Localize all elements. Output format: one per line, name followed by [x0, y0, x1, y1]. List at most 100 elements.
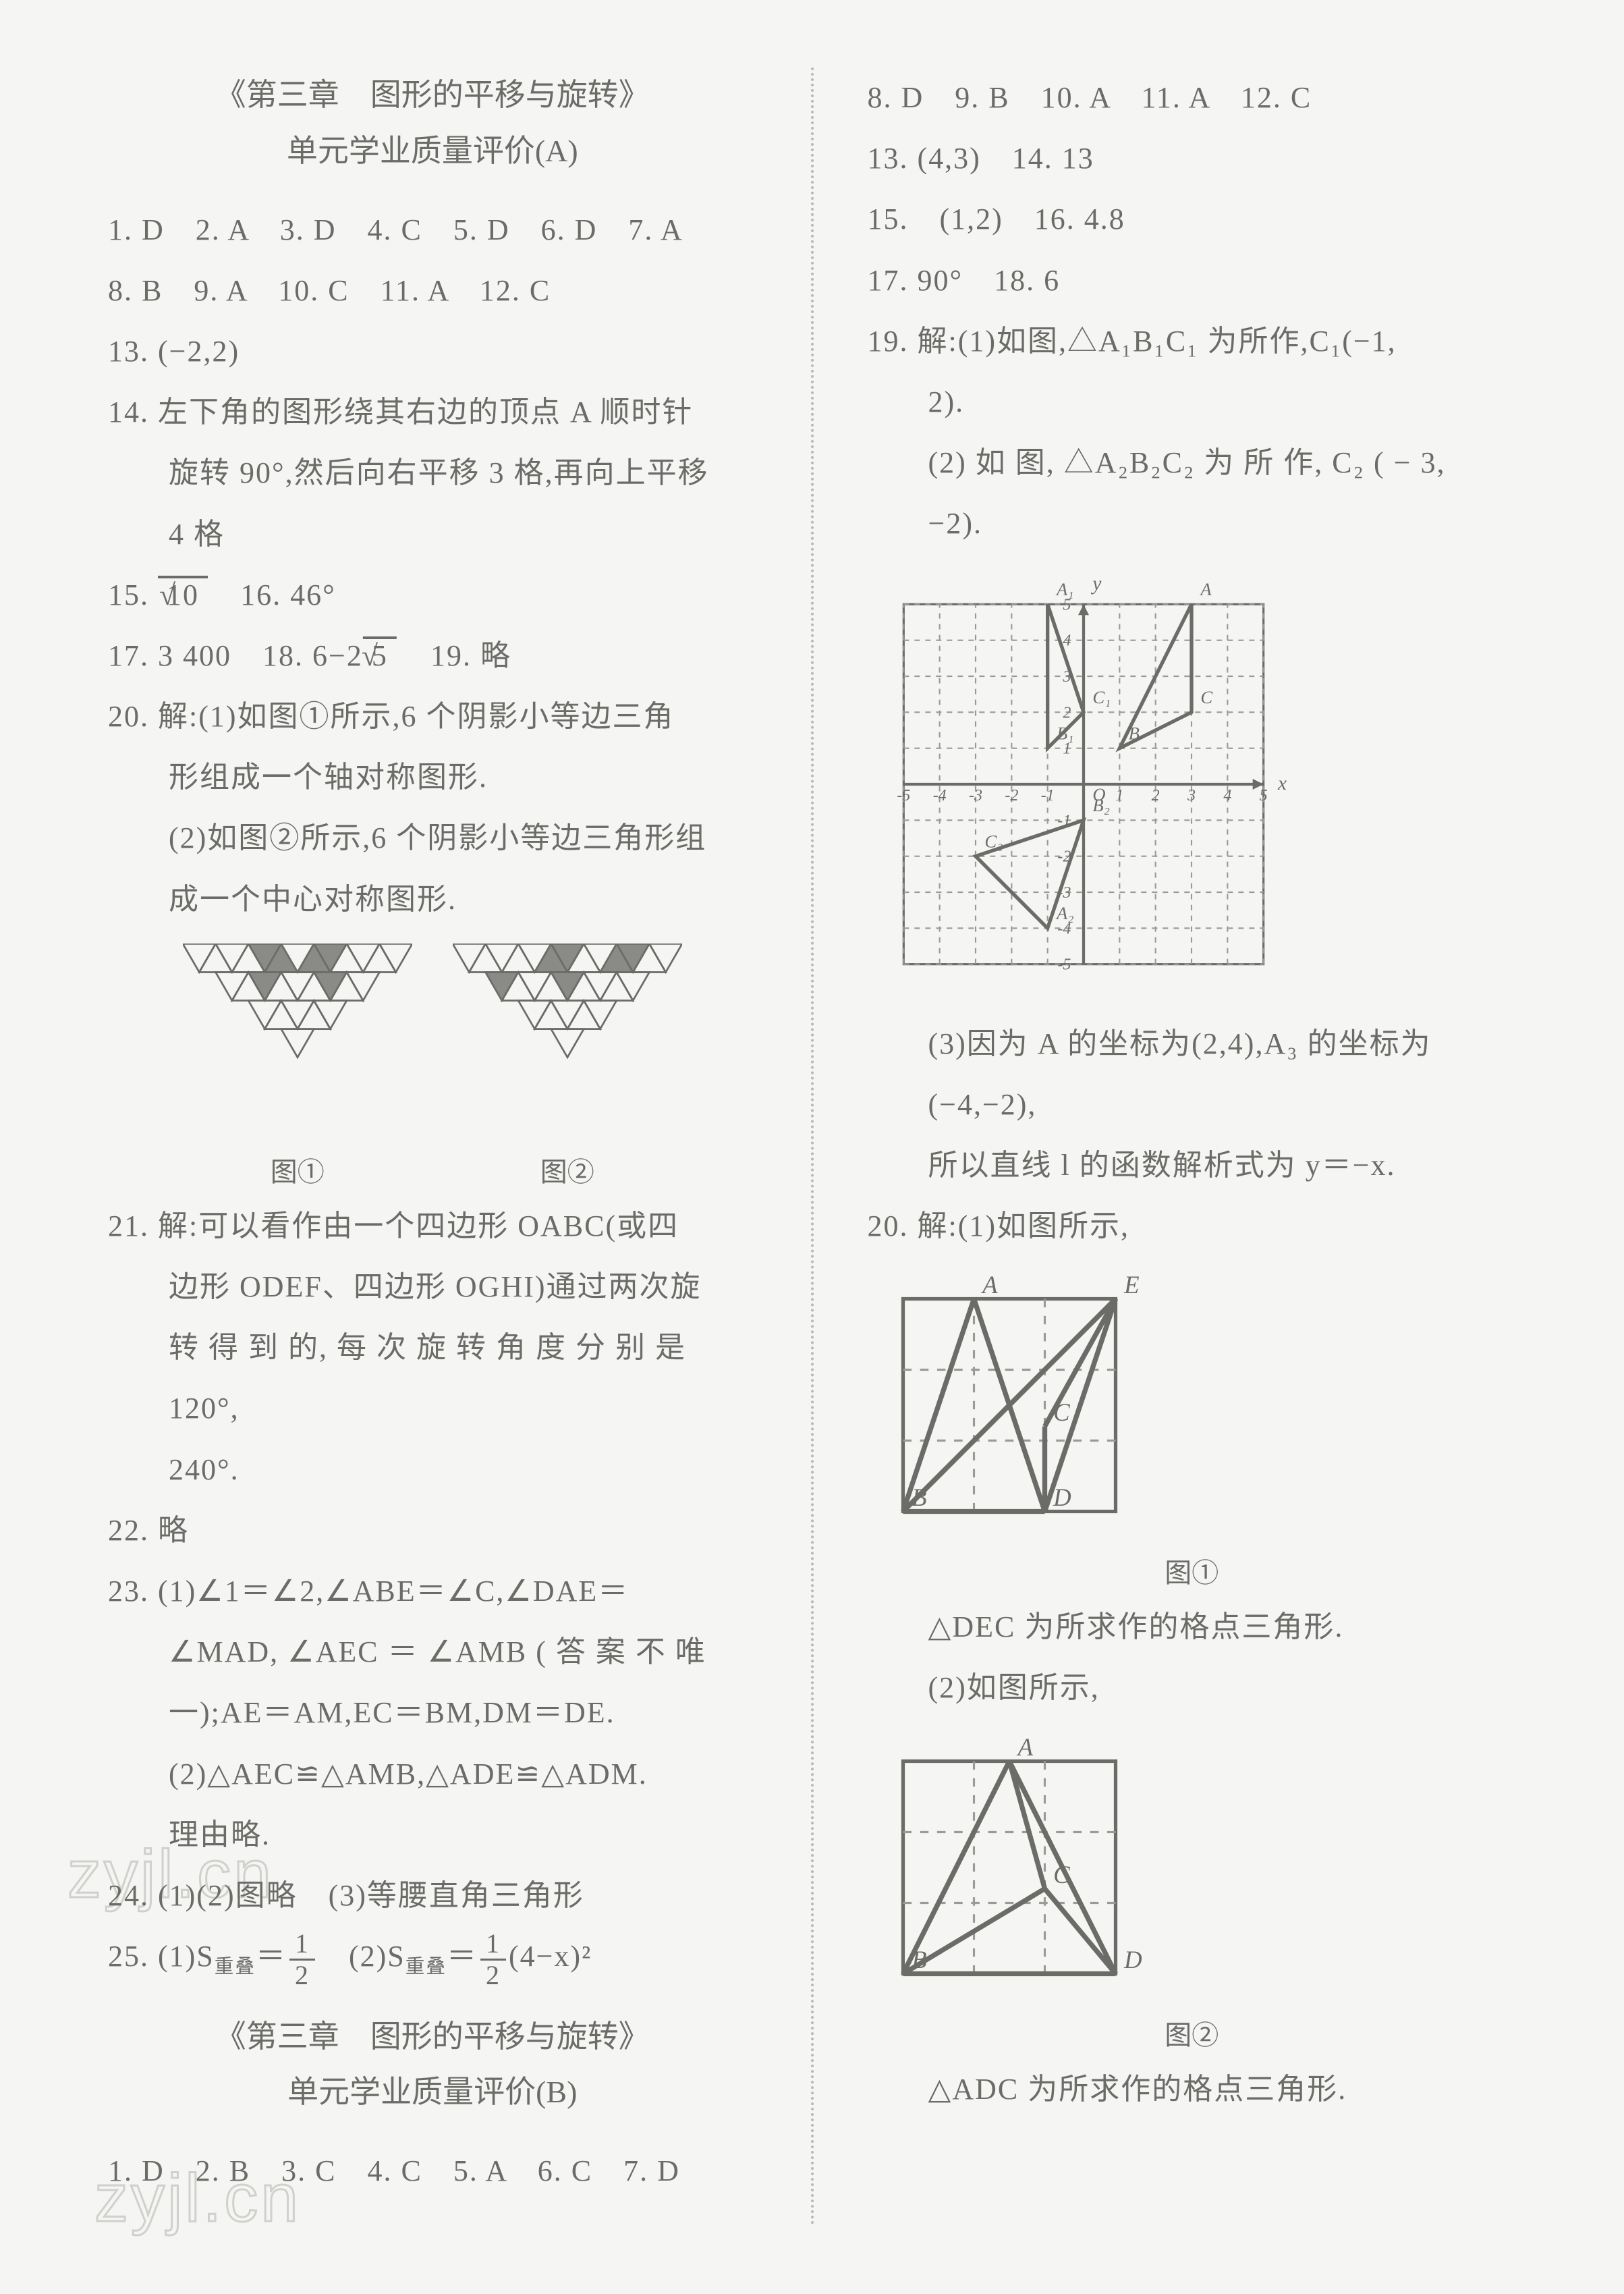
- svg-text:C: C: [1053, 1861, 1070, 1888]
- svg-text:B₂: B₂: [1092, 795, 1110, 815]
- svg-text:-3: -3: [969, 787, 982, 804]
- figure-2-wrap: 图②: [453, 944, 682, 1189]
- fig2-caption: 图②: [453, 1150, 682, 1189]
- b-q20-l4: △ADC 为所求作的格点三角形.: [868, 2059, 1517, 2120]
- svg-text:y: y: [1090, 573, 1102, 595]
- radical-sign-1: √: [159, 578, 177, 611]
- b-q13-14: 13. (4,3) 14. 13: [868, 128, 1517, 189]
- b-q19-l3: (2) 如 图, △A₂B₂C₂ 为 所 作, C₂ ( − 3,: [868, 433, 1517, 493]
- a-q21-l1: 21. 解:可以看作由一个四边形 OABC(或四: [108, 1196, 757, 1257]
- b-q17-18: 17. 90° 18. 6: [868, 250, 1517, 311]
- svg-text:A₁: A₁: [1055, 579, 1074, 599]
- a-q25-mid: (2)S: [318, 1940, 405, 1973]
- svg-text:C₂: C₂: [984, 831, 1003, 851]
- svg-text:5: 5: [1259, 787, 1267, 804]
- svg-text:C: C: [1053, 1398, 1070, 1426]
- b-q19-l2: 2).: [868, 372, 1517, 433]
- svg-text:-2: -2: [1005, 787, 1018, 804]
- chapter-a-title-line2: 单元学业质量评价(A): [108, 124, 757, 180]
- svg-text:-5: -5: [897, 787, 910, 804]
- svg-text:B: B: [912, 1946, 926, 1973]
- b-q15-16: 15. (1,2) 16. 4.8: [868, 189, 1517, 250]
- chapter-a-title-line1: 《第三章 图形的平移与旋转》: [108, 67, 757, 124]
- a-q17-post: 19. 略: [399, 639, 511, 672]
- a-q25-pre: 25. (1)S: [108, 1940, 215, 1973]
- a-q21-l3: 转 得 到 的, 每 次 旋 转 角 度 分 别 是 120°,: [108, 1317, 757, 1439]
- frac-half-1: 12: [289, 1930, 315, 1989]
- eq1: ＝: [256, 1940, 287, 1973]
- svg-text:2: 2: [1063, 704, 1071, 721]
- b-mc-line1: 1. D 2. B 3. C 4. C 5. A 6. C 7. D: [108, 2141, 757, 2202]
- a-q24: 24. (1)(2)图略 (3)等腰直角三角形: [108, 1865, 757, 1926]
- grid-figure-1: AEBDC: [868, 1263, 1151, 1547]
- sub-label-2: 重叠: [405, 1957, 447, 1977]
- svg-text:A: A: [1015, 1733, 1033, 1761]
- fig20-2-wrap: A B D C 图②: [868, 1726, 1517, 2052]
- page: zyjl.cn zyjl.cn 《第三章 图形的平移与旋转》 单元学业质量评价(…: [0, 0, 1624, 2294]
- gfig1-caption: 图①: [868, 1551, 1517, 1590]
- svg-text:4: 4: [1223, 787, 1231, 804]
- svg-text:E: E: [1123, 1271, 1139, 1299]
- svg-text:A₂: A₂: [1055, 903, 1074, 923]
- gfig2-caption: 图②: [868, 2013, 1517, 2052]
- chapter-a-title: 《第三章 图形的平移与旋转》 单元学业质量评价(A): [108, 67, 757, 180]
- svg-text:B: B: [912, 1483, 926, 1511]
- b-q19-l7: 所以直线 l 的函数解析式为 y＝−x.: [868, 1135, 1517, 1196]
- two-column-layout: 《第三章 图形的平移与旋转》 单元学业质量评价(A) 1. D 2. A 3. …: [108, 67, 1516, 2227]
- svg-text:x: x: [1277, 773, 1287, 794]
- a-q13: 13. (−2,2): [108, 321, 757, 382]
- a-q14-l1: 14. 左下角的图形绕其右边的顶点 A 顺时针: [108, 382, 757, 443]
- svg-text:B₁: B₁: [1057, 723, 1074, 743]
- a-q23-l3: 一);AE＝AM,EC＝BM,DM＝DE.: [108, 1683, 757, 1743]
- a-q23-l2: ∠MAD, ∠AEC ＝ ∠AMB ( 答 案 不 唯: [108, 1622, 757, 1683]
- chapter-b-title-line2: 单元学业质量评价(B): [108, 2065, 757, 2121]
- a-mc-line1: 1. D 2. A 3. D 4. C 5. D 6. D 7. A: [108, 200, 757, 261]
- a-q15-post: 16. 46°: [209, 578, 336, 611]
- a-mc-line2: 8. B 9. A 10. C 11. A 12. C: [108, 261, 757, 321]
- fig20-1-wrap: AEBDC 图①: [868, 1263, 1517, 1590]
- b-q19-l5: (3)因为 A 的坐标为(2,4),A₃ 的坐标为: [868, 1014, 1517, 1074]
- radical-sign-2: √: [362, 639, 379, 672]
- a-q23-l5: 理由略.: [108, 1805, 757, 1865]
- a-q20-l4: 成一个中心对称图形.: [108, 869, 757, 930]
- eq2: ＝: [447, 1940, 478, 1973]
- svg-text:C: C: [1200, 687, 1213, 707]
- a-q21-l4: 240°.: [108, 1440, 757, 1500]
- a-q20-l2: 形组成一个轴对称图形.: [108, 747, 757, 808]
- svg-text:-5: -5: [1057, 956, 1071, 973]
- column-divider: [811, 67, 814, 2227]
- a-q20-l1: 20. 解:(1)如图①所示,6 个阴影小等边三角: [108, 686, 757, 747]
- chapter-b-title-line1: 《第三章 图形的平移与旋转》: [108, 2009, 757, 2065]
- a-q17-pre: 17. 3 400 18. 6−2: [108, 639, 363, 672]
- a-q23-l4: (2)△AEC≌△AMB,△ADE≌△ADM.: [108, 1744, 757, 1805]
- b-q19-l6: (−4,−2),: [868, 1074, 1517, 1135]
- svg-text:C₁: C₁: [1092, 687, 1111, 707]
- chapter-b-title: 《第三章 图形的平移与旋转》 单元学业质量评价(B): [108, 2009, 757, 2121]
- a-q25-tail: (4−x)²: [509, 1940, 592, 1973]
- a-q15-16: 15. 10 √ 16. 46°: [108, 565, 757, 626]
- coordinate-grid: -5-4-3-2-112345-5-4-3-2-112345OxyABCA₁B₁…: [868, 568, 1299, 1000]
- b-mc-line2: 8. D 9. B 10. A 11. A 12. C: [868, 67, 1517, 128]
- a-q14-l3: 4 格: [108, 504, 757, 565]
- b-q19-l4: −2).: [868, 493, 1517, 554]
- a-q20-l3: (2)如图②所示,6 个阴影小等边三角形组: [108, 808, 757, 869]
- sub-label-1: 重叠: [215, 1957, 256, 1977]
- a-q25: 25. (1)S重叠＝12 (2)S重叠＝12(4−x)²: [108, 1926, 757, 1988]
- svg-text:A: A: [1199, 579, 1212, 599]
- figure-1-wrap: 图①: [183, 944, 412, 1189]
- a-q17-19: 17. 3 400 18. 6−2 5 √ 19. 略: [108, 626, 757, 686]
- svg-text:2: 2: [1151, 787, 1159, 804]
- triangle-figures: 图① 图②: [108, 944, 757, 1189]
- svg-text:4: 4: [1063, 632, 1071, 649]
- a-q14-l2: 旋转 90°,然后向右平移 3 格,再向上平移: [108, 443, 757, 503]
- b-q20-l2: △DEC 为所求作的格点三角形.: [868, 1597, 1517, 1658]
- left-column: 《第三章 图形的平移与旋转》 单元学业质量评价(A) 1. D 2. A 3. …: [108, 67, 757, 2227]
- svg-text:D: D: [1123, 1946, 1142, 1973]
- svg-text:A: A: [980, 1271, 998, 1299]
- triangle-figure-1: [183, 944, 412, 1146]
- b-q20-l3: (2)如图所示,: [868, 1658, 1517, 1718]
- svg-text:1: 1: [1115, 787, 1123, 804]
- triangle-figure-2: [453, 944, 682, 1146]
- svg-text:-4: -4: [932, 787, 946, 804]
- frac-half-2: 12: [480, 1930, 506, 1989]
